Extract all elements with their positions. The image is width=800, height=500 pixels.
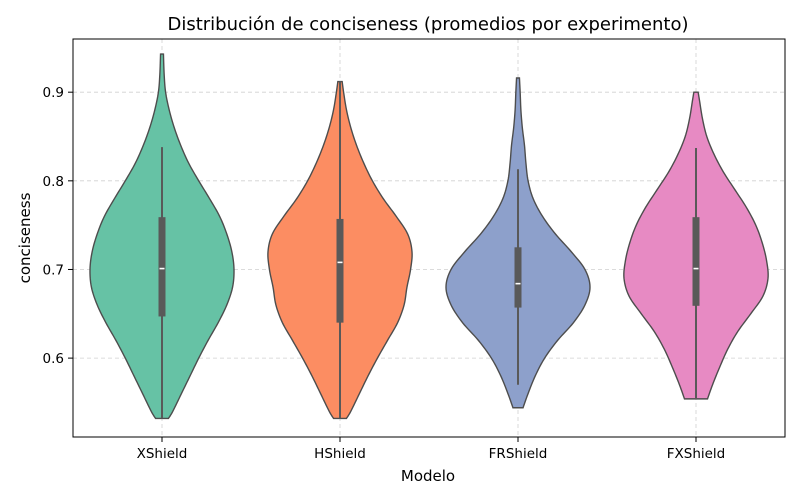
x-tick-label: XShield: [137, 446, 188, 462]
chart-title: Distribución de conciseness (promedios p…: [167, 14, 688, 35]
violin-fxshield: [623, 91, 769, 400]
y-axis-ticks: 0.6 0.7 0.8 0.9: [43, 85, 73, 367]
y-tick-label: 0.8: [43, 174, 64, 190]
y-axis-label: conciseness: [16, 192, 34, 283]
y-tick-label: 0.6: [43, 351, 64, 367]
y-tick-label: 0.9: [43, 85, 64, 101]
iqr-box: [514, 247, 522, 308]
violin-xshield: [89, 53, 235, 420]
x-tick-label: FXShield: [667, 446, 726, 462]
violin-hshield: [267, 80, 413, 420]
violin-frshield: [445, 77, 591, 409]
x-axis-ticks: XShield HShield FRShield FXShield: [137, 437, 726, 462]
x-tick-label: HShield: [314, 446, 366, 462]
violins: [89, 53, 769, 420]
iqr-box: [158, 217, 166, 317]
iqr-box: [692, 217, 700, 306]
plot-frame: [72, 38, 786, 438]
iqr-box: [336, 218, 344, 323]
y-tick-label: 0.7: [43, 262, 64, 278]
x-tick-label: FRShield: [489, 446, 548, 462]
x-axis-label: Modelo: [401, 467, 455, 485]
